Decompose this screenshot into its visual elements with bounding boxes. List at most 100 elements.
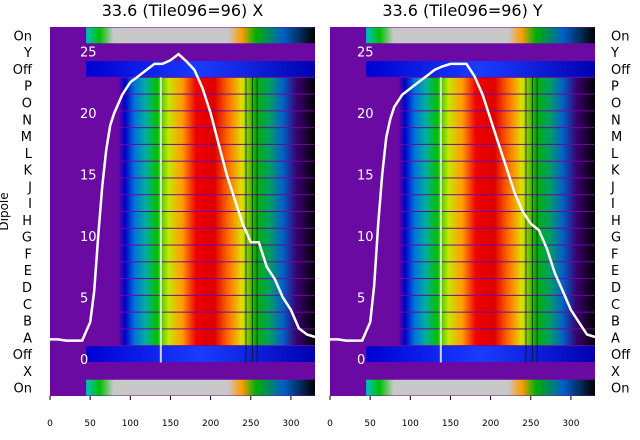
overlay-y-tick-label: 5 [80, 292, 88, 307]
heatmap-row [366, 362, 595, 379]
x-tick-label: 50 [364, 419, 376, 429]
overlay-y-tick-label: 25 [357, 46, 374, 61]
row-label: H [611, 214, 621, 229]
overlay-y-tick-label: 20 [357, 107, 374, 122]
overlay-y-tick-label: 0 [80, 353, 88, 368]
overlay-y-tick-label: 15 [357, 169, 374, 184]
row-label: I [28, 197, 32, 212]
row-label: O [611, 96, 621, 111]
chart-title: 33.6 (Tile096=96) X [102, 1, 264, 20]
row-label: I [611, 197, 615, 212]
heatmap-row [86, 212, 316, 228]
heatmap-row [86, 27, 316, 44]
row-label: J [27, 180, 32, 195]
heatmap-row [86, 312, 316, 329]
row-label: B [611, 315, 620, 330]
heatmap-row [366, 144, 595, 161]
x-tick-label: 50 [84, 419, 96, 429]
heatmap-row [366, 44, 595, 61]
heatmap-row [86, 61, 316, 77]
row-label: E [611, 264, 619, 279]
row-label: G [611, 231, 621, 246]
row-label: X [23, 365, 32, 380]
heatmap-row [366, 94, 595, 111]
heatmap-row [366, 295, 595, 312]
row-label: Y [23, 46, 32, 61]
heatmap-row [366, 379, 595, 396]
chart-title: 33.6 (Tile096=96) Y [382, 1, 543, 20]
x-tick-label: 150 [162, 419, 179, 429]
row-label: Off [13, 348, 33, 363]
x-tick-label: 200 [202, 419, 219, 429]
overlay-y-tick-label: 25 [80, 46, 97, 61]
row-label: N [22, 113, 32, 128]
heatmap-row [86, 362, 316, 379]
row-label: B [23, 315, 32, 330]
row-label: D [611, 281, 621, 296]
row-label: F [25, 247, 32, 262]
heatmap-row [366, 161, 595, 178]
overlay-y-tick-label: 10 [357, 230, 374, 245]
x-tick-label: 0 [47, 419, 53, 429]
row-label: On [611, 29, 629, 44]
heatmap-row [366, 111, 595, 128]
row-label: On [611, 382, 629, 397]
row-label: L [611, 147, 619, 162]
row-label: Y [610, 46, 619, 61]
heatmap-row [366, 178, 595, 195]
overlay-y-tick-label: 15 [80, 169, 97, 184]
row-label: On [14, 29, 32, 44]
heatmap-row [86, 144, 316, 161]
overlay-y-tick-label: 0 [357, 353, 365, 368]
row-label: M [611, 130, 622, 145]
heatmap-row [366, 346, 595, 362]
heatmap-row [366, 262, 595, 279]
heatmap-row [86, 228, 316, 245]
overlay-y-tick-label: 5 [357, 292, 365, 307]
x-tick-label: 250 [522, 419, 539, 429]
row-label: O [22, 96, 32, 111]
heatmap-row [86, 195, 316, 211]
row-label: K [611, 164, 620, 179]
heatmap-row [86, 346, 316, 362]
overlay-y-tick-label: 10 [80, 230, 97, 245]
row-label: P [24, 80, 32, 95]
heatmap-row [86, 161, 316, 178]
row-label: E [24, 264, 32, 279]
heatmap-row [86, 94, 316, 111]
heatmap-row [366, 77, 595, 94]
row-label: G [22, 231, 32, 246]
overlay-y-tick-label: 20 [80, 107, 97, 122]
row-label: A [23, 331, 32, 346]
row-label: Off [13, 63, 33, 78]
x-tick-label: 200 [482, 419, 499, 429]
heatmap-row [86, 44, 316, 61]
row-label: N [611, 113, 621, 128]
heatmap-row [366, 27, 595, 44]
heatmap-row [86, 379, 316, 396]
x-tick-label: 300 [282, 419, 299, 429]
row-label: Off [611, 348, 631, 363]
heatmap-row [366, 195, 595, 211]
heatmap-row [366, 329, 595, 346]
heatmap-row [86, 279, 316, 295]
row-label: J [610, 180, 615, 195]
x-tick-label: 100 [122, 419, 139, 429]
heatmap-row [366, 245, 595, 262]
row-label: L [25, 147, 33, 162]
x-tick-label: 300 [562, 419, 579, 429]
row-label: H [22, 214, 32, 229]
heatmap-row [86, 295, 316, 312]
heatmap-row [86, 128, 316, 144]
heatmap-row [366, 61, 595, 77]
row-label: D [22, 281, 32, 296]
heatmap-row [86, 111, 316, 128]
heatmap-row [86, 262, 316, 279]
row-label: C [611, 298, 620, 313]
heatmap-row [366, 312, 595, 329]
overlay-line [330, 62, 596, 342]
